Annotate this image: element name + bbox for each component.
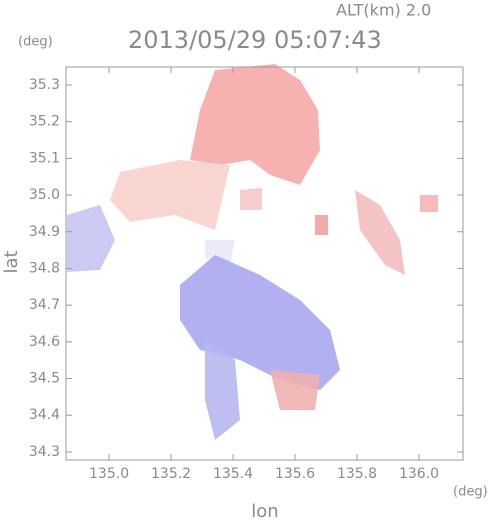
x-tick-label: 136.0	[399, 466, 439, 482]
plot-frame	[65, 66, 464, 461]
y-tick-label: 34.5	[29, 371, 60, 387]
y-tick-label: 35.2	[29, 114, 60, 130]
y-tick-label: 35.3	[29, 77, 60, 93]
y-tick-label: 34.9	[29, 224, 60, 240]
y-tick-label: 34.4	[29, 407, 60, 423]
echo-region	[110, 160, 230, 230]
echo-region	[355, 190, 405, 275]
x-axis-label: lon	[251, 501, 278, 521]
echo-region	[67, 205, 115, 272]
echo-region	[190, 64, 320, 185]
chart-title: 2013/05/29 05:07:43	[128, 26, 382, 54]
y-tick-label: 34.6	[29, 334, 60, 350]
echo-region	[205, 340, 240, 440]
x-tick-label: 135.4	[213, 466, 253, 482]
y-tick-label: 34.7	[29, 297, 60, 313]
y-axis-label: lat	[1, 250, 22, 273]
x-tick-label: 135.6	[275, 466, 315, 482]
y-tick-label: 35.0	[29, 187, 60, 203]
y-unit: (deg)	[18, 35, 53, 50]
x-tick-label: 135.0	[89, 466, 129, 482]
echo-region	[420, 195, 438, 212]
x-unit: (deg)	[453, 485, 488, 500]
y-tick-label: 34.8	[29, 260, 60, 276]
x-tick-label: 135.2	[151, 466, 191, 482]
echo-region	[240, 188, 262, 210]
echo-layer	[67, 64, 438, 440]
y-tick-label: 34.3	[29, 444, 60, 460]
echo-region	[270, 370, 320, 410]
echo-region	[315, 215, 328, 235]
x-tick-label: 135.8	[337, 466, 377, 482]
subtitle: ALT(km) 2.0	[336, 1, 431, 20]
echo-region	[180, 255, 340, 390]
y-tick-label: 35.1	[29, 150, 60, 166]
